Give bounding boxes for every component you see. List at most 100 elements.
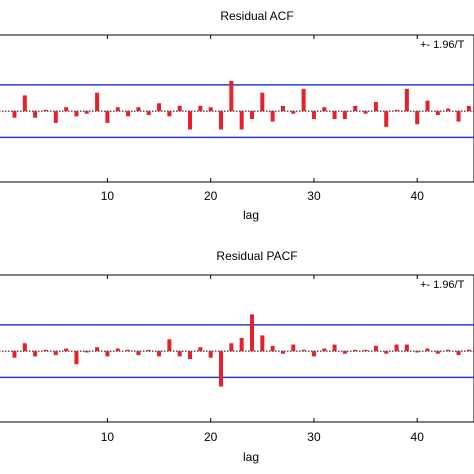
pacf-bar (22, 343, 27, 352)
acf-bar (301, 88, 306, 112)
pacf-bar (198, 347, 203, 352)
acf-bar (105, 111, 110, 123)
acf-bar (157, 103, 162, 112)
acf-bar (239, 111, 244, 130)
acf-bar (115, 107, 120, 112)
acf-bar (22, 95, 27, 112)
pacf-bar (466, 349, 471, 352)
pacf-bar (394, 344, 399, 352)
pacf-xtick-label: 30 (307, 430, 321, 444)
acf-bar (466, 105, 471, 112)
pacf-bar (188, 351, 193, 359)
acf-xlabel: lag (243, 208, 259, 222)
acf-xticks: 10 20 30 40 (101, 35, 424, 203)
pacf-bound-label: +- 1.96/T (420, 279, 465, 291)
acf-bar (198, 105, 203, 112)
pacf-bar (84, 351, 89, 353)
pacf-xlabel: lag (243, 450, 259, 464)
pacf-xtick-label: 40 (411, 430, 425, 444)
pacf-bar (74, 351, 79, 365)
acf-bar (322, 107, 327, 112)
pacf-bar (115, 348, 120, 352)
acf-bar (353, 105, 358, 112)
pacf-bar (239, 338, 244, 352)
acf-title: Residual ACF (220, 9, 293, 23)
acf-bar (363, 111, 368, 114)
pacf-title: Residual PACF (216, 249, 297, 263)
pacf-bars (12, 314, 471, 387)
acf-bar (177, 105, 182, 112)
pacf-bar (342, 351, 347, 354)
pacf-bar (373, 345, 378, 352)
acf-bar (33, 111, 38, 118)
acf-bar (249, 111, 254, 119)
pacf-bar (136, 351, 141, 356)
acf-bar (219, 111, 224, 130)
acf-bar (43, 109, 48, 112)
pacf-bar (105, 351, 110, 357)
acf-bar (188, 111, 193, 130)
pacf-bar (363, 349, 368, 352)
pacf-bar (260, 335, 265, 352)
acf-bar (270, 111, 275, 122)
pacf-bar (332, 344, 337, 352)
pacf-bar (291, 344, 296, 352)
pacf-bar (404, 344, 409, 352)
acf-bar (12, 111, 17, 118)
acf-bar (332, 111, 337, 119)
pacf-bar (270, 345, 275, 352)
pacf-bar (249, 314, 254, 352)
pacf-bar (415, 351, 420, 353)
acf-bounds (0, 84, 474, 139)
acf-bar (280, 105, 285, 112)
acf-xtick-label: 40 (411, 189, 425, 203)
pacf-bar (353, 349, 358, 352)
acf-bar (167, 111, 172, 117)
pacf-bar (435, 351, 440, 354)
acf-xtick-label: 20 (204, 189, 218, 203)
pacf-bar (219, 351, 224, 387)
acf-bar (415, 111, 420, 125)
acf-bar (373, 101, 378, 112)
pacf-xtick-label: 10 (101, 430, 115, 444)
pacf-bounds (0, 324, 474, 379)
pacf-xticks: 10 20 30 40 (101, 275, 424, 444)
acf-bar (74, 111, 79, 117)
pacf-bar (126, 349, 131, 352)
acf-bar (136, 107, 141, 112)
pacf-bar (229, 343, 234, 352)
pacf-bar (311, 351, 316, 357)
acf-bar (404, 88, 409, 112)
pacf-bar (208, 351, 213, 358)
acf-bars (12, 80, 471, 130)
pacf-bar (64, 348, 69, 352)
acf-bar (260, 92, 265, 112)
pacf-bar (146, 349, 151, 352)
acf-xtick-label: 30 (307, 189, 321, 203)
pacf-bar (95, 347, 100, 352)
acf-bar (291, 111, 296, 114)
pacf-bar (12, 351, 17, 358)
acf-plot-frame (0, 34, 474, 183)
acf-bar (208, 107, 213, 112)
acf-bar (456, 111, 461, 122)
pacf-bar (446, 349, 451, 352)
acf-bound-label: +- 1.96/T (420, 39, 465, 51)
acf-bar (126, 111, 131, 117)
pacf-bar (456, 351, 461, 356)
acf-bar (384, 111, 389, 127)
pacf-plot-frame (0, 274, 474, 423)
pacf-bar (157, 351, 162, 357)
acf-bar (342, 111, 347, 119)
acf-panel: Residual ACF +- 1.96/T 10 20 30 40 lag (0, 9, 474, 222)
acf-bar (64, 107, 69, 112)
acf-bar (84, 111, 89, 114)
acf-bar (53, 111, 58, 123)
pacf-bar (53, 351, 58, 356)
pacf-bar (33, 351, 38, 357)
pacf-xtick-label: 20 (204, 430, 218, 444)
pacf-bar (43, 349, 48, 352)
pacf-bar (301, 349, 306, 352)
acf-bar (394, 109, 399, 112)
